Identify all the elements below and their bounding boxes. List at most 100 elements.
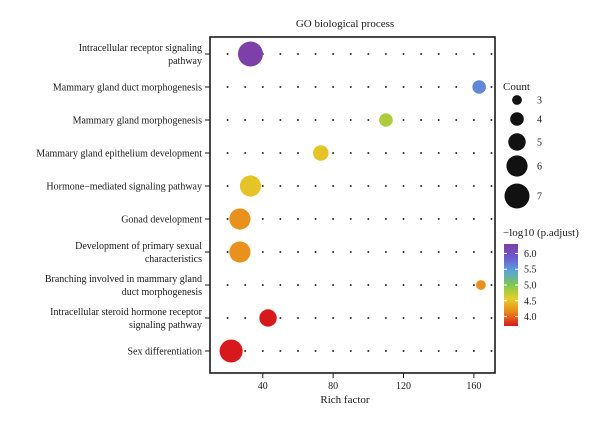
grid-dot [244,350,247,352]
grid-dot [384,152,387,154]
grid-dot [332,152,335,154]
y-tick-label: Sex differentiation [127,347,202,358]
grid-dot [437,152,440,154]
size-legend-dot [506,155,528,177]
grid-dot [490,317,493,319]
grid-dot [296,53,299,55]
grid-dot [226,185,229,187]
grid-dot [384,86,387,88]
grid-dot [261,86,264,88]
grid-dot [332,185,335,187]
y-tick-label: Intracellular receptor signaling pathway [79,43,202,67]
grid-dot [244,317,247,319]
grid-dot [261,119,264,121]
grid-dot [314,317,317,319]
grid-dot [349,218,352,220]
grid-dot [332,53,335,55]
size-legend-dot [510,112,524,126]
grid-dot [367,350,370,352]
grid-dot [490,119,493,121]
grid-dot [296,119,299,121]
data-point [259,309,277,327]
grid-dot [226,86,229,88]
grid-dot [244,86,247,88]
grid-dot [402,317,405,319]
grid-dot [384,350,387,352]
grid-dot [472,218,475,220]
grid-dot [226,53,229,55]
data-point [219,339,243,363]
data-point [313,145,329,161]
grid-dot [437,185,440,187]
grid-dot [279,218,282,220]
grid-dot [279,86,282,88]
grid-dot [490,284,493,286]
size-legend-label: 4 [537,115,542,126]
x-tick-label: 40 [258,381,268,392]
grid-dot [332,317,335,319]
size-legend-label: 6 [537,162,542,173]
grid-dot [261,218,264,220]
grid-dot [455,185,458,187]
grid-dot [296,152,299,154]
colorbar-tick-label: 5.0 [524,281,537,292]
grid-dot [490,86,493,88]
grid-dot [332,251,335,253]
y-tick-layer: Intracellular receptor signaling pathway M… [36,43,210,358]
grid-dot [226,218,229,220]
grid-dot [332,284,335,286]
grid-dot [420,350,423,352]
size-legend-label: 3 [537,96,542,107]
grid-dot [314,251,317,253]
grid-dot [472,152,475,154]
grid-dot [437,317,440,319]
grid-dot [490,152,493,154]
grid-dot [437,86,440,88]
size-legend: Count 3 4 5 6 7 [503,81,542,209]
data-point [237,41,263,67]
grid-dot [261,152,264,154]
grid-dot [349,284,352,286]
plot-frame [209,36,496,374]
grid-dot [455,152,458,154]
grid-dot [420,119,423,121]
data-point [476,280,486,290]
grid-dot [455,86,458,88]
grid-dot [455,119,458,121]
grid-dot [244,284,247,286]
grid-dot [349,86,352,88]
grid-dot [402,53,405,55]
grid-dot [472,119,475,121]
data-point [239,175,262,197]
grid-dot [472,284,475,286]
grid-dot [349,350,352,352]
grid-dot [490,185,493,187]
grid-dot [455,53,458,55]
grid-dot [384,53,387,55]
grid-dot [420,152,423,154]
grid-dot [402,86,405,88]
grid-dot [279,350,282,352]
grid-dot [296,185,299,187]
x-axis-label: Rich factor [320,394,370,406]
grid-dot [402,284,405,286]
grid-dot [490,218,493,220]
grid-dot [296,218,299,220]
grid-dot [279,152,282,154]
grid-dot [455,218,458,220]
grid-dot [472,53,475,55]
grid-dot [226,119,229,121]
grid-dot [490,350,493,352]
grid-dot [226,152,229,154]
grid-dot [244,152,247,154]
grid-dot [402,218,405,220]
y-tick-label: Mammary gland duct morphogenesis [53,83,202,94]
colorbar [504,244,518,326]
size-legend-dot [504,183,530,209]
colorbar-tick-label: 4.0 [524,312,537,323]
grid-layer [226,53,493,352]
color-legend-title: −log10 (p.adjust) [503,227,579,239]
colorbar-tick-label: 6.0 [524,249,537,260]
grid-dot [279,317,282,319]
